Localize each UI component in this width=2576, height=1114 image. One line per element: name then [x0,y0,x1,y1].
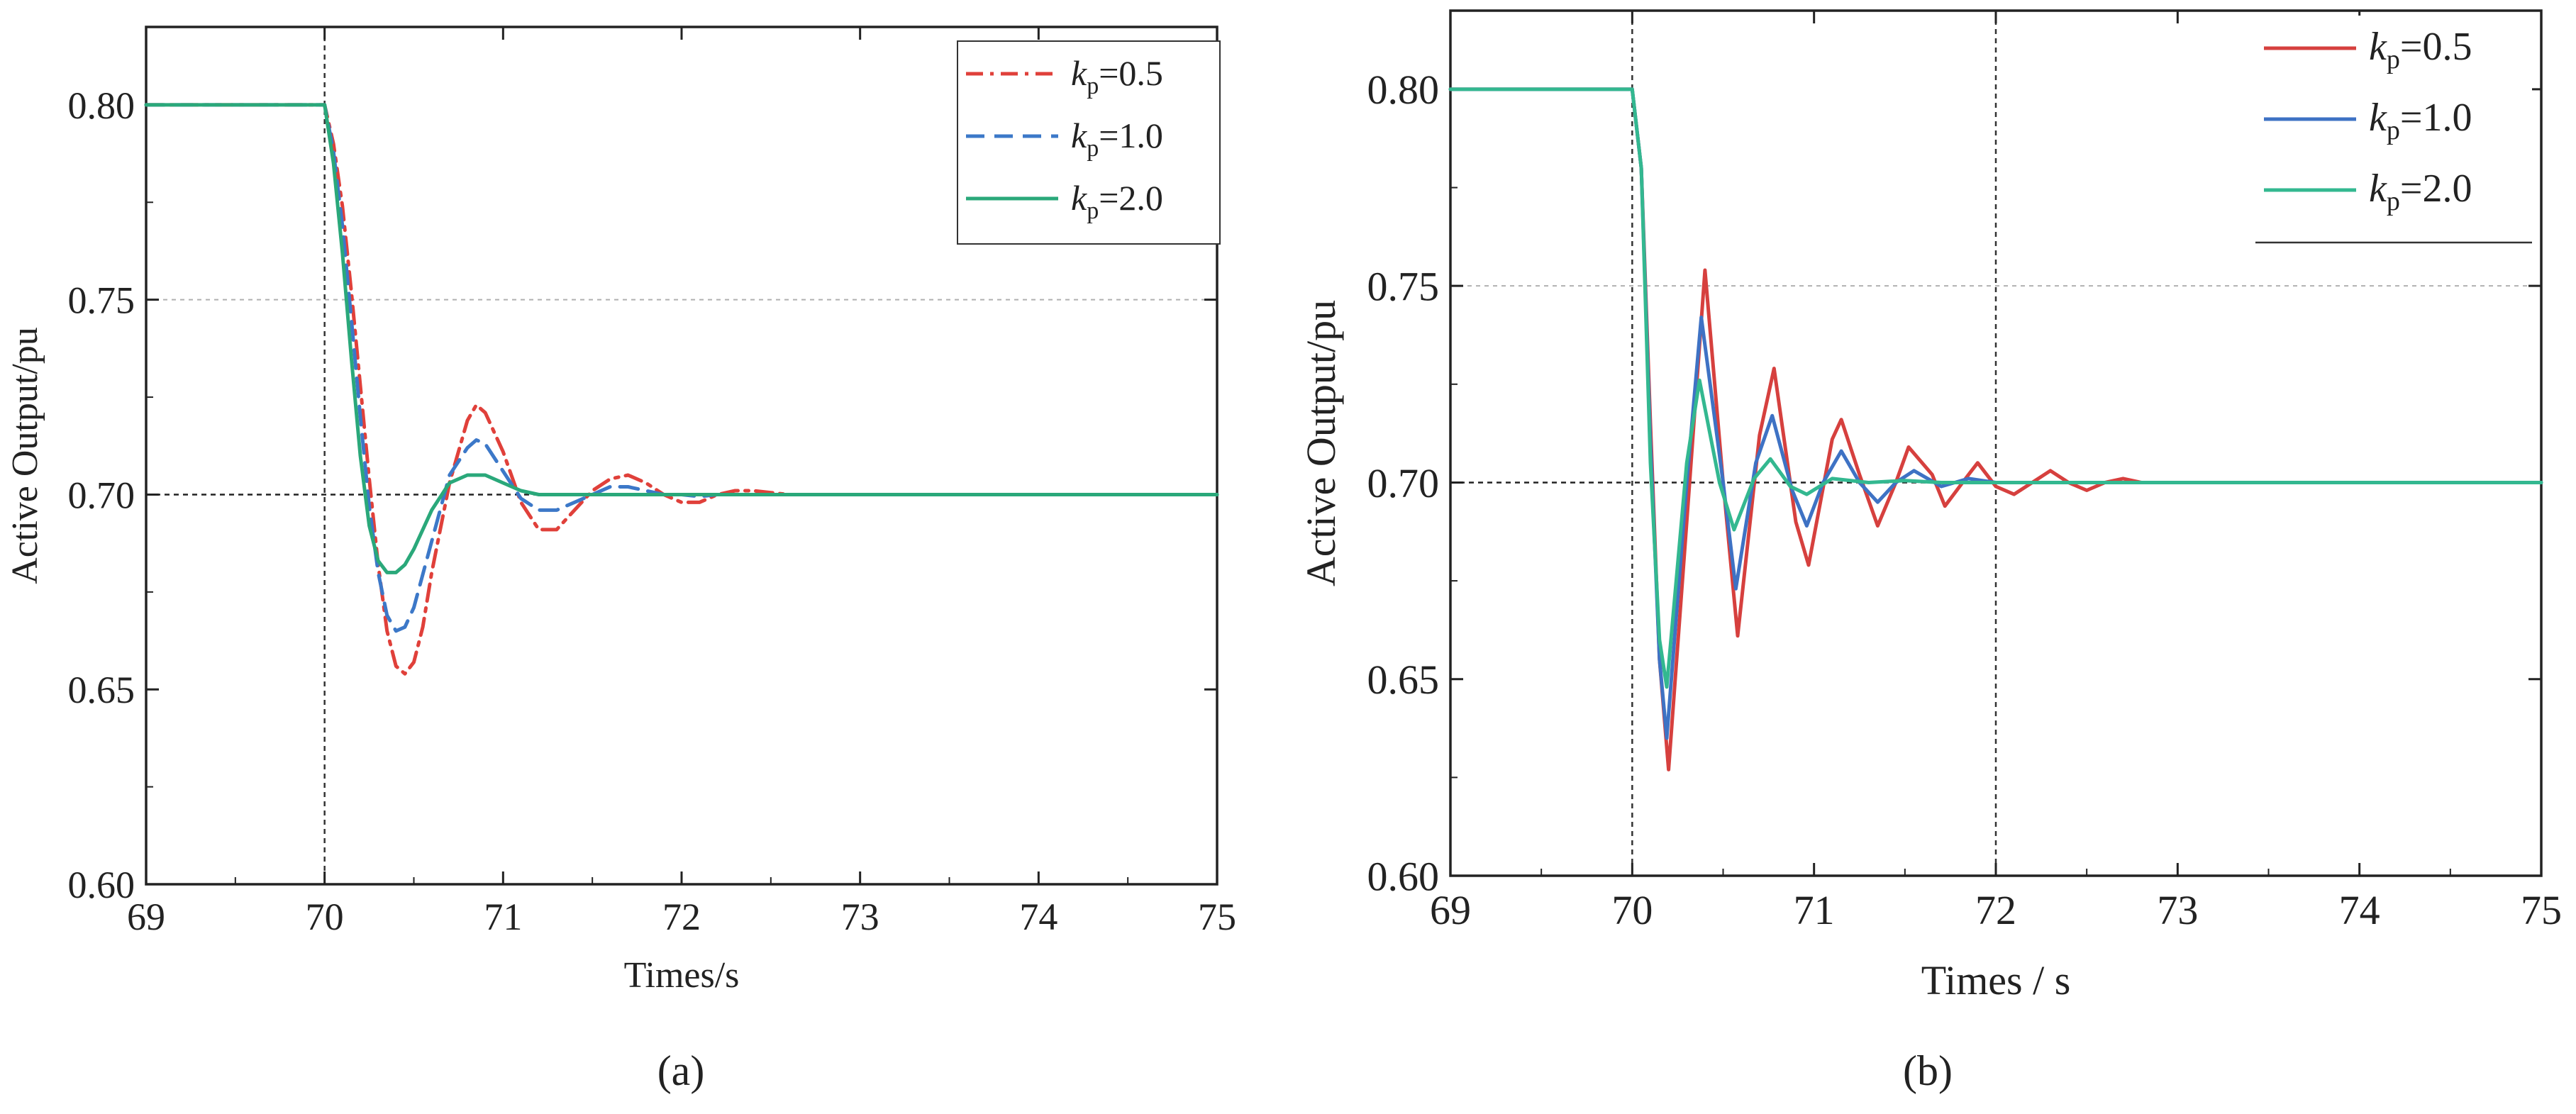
x-tick-label: 70 [306,896,344,938]
y-axis-label: Active Output/pu [1298,300,1344,586]
x-tick-label: 74 [1019,896,1057,938]
x-tick-label: 73 [841,896,879,938]
x-tick-label: 69 [127,896,165,938]
y-tick-label: 0.65 [68,669,135,711]
panel-label: (b) [1903,1047,1953,1094]
x-axis-label: Times/s [624,955,740,996]
legend-entry-label: kp=1.0 [2369,96,2472,145]
panel-label: (a) [657,1047,705,1094]
legend-box [2255,16,2532,243]
x-tick-label: 71 [1794,887,1835,933]
series-line-kp-2.0 [1448,87,2543,689]
legend-entry-label: kp=2.0 [2369,167,2472,216]
y-axis-label: Active Output/pu [5,327,45,584]
x-tick-label: 71 [484,896,522,938]
series-line-kp-0.5 [1448,87,2543,772]
x-tick-label: 74 [2339,887,2380,933]
legend-entry-label: kp=0.5 [1071,53,1163,99]
x-tick-label: 73 [2157,887,2198,933]
x-tick-label: 75 [2521,887,2562,933]
series-line-kp-0.5 [144,103,1219,676]
series-line-kp-1.0 [1448,87,2543,740]
y-tick-label: 0.60 [1367,853,1440,899]
y-tick-label: 0.65 [1367,657,1440,703]
legend-entry-label: kp=1.0 [1071,116,1163,162]
x-tick-label: 75 [1198,896,1236,938]
chart-panel-a: 69 70 71 72 73 74 75 0.60 0.65 0.70 0.75 0.80 Times/… [5,26,1236,1094]
legend-entry-label: kp=0.5 [2369,25,2472,74]
y-tick-label: 0.70 [68,474,135,516]
y-tick-label: 0.80 [1367,67,1440,113]
y-tick-label: 0.75 [68,279,135,322]
legend-entry-label: kp=2.0 [1071,178,1163,224]
y-tick-label: 0.60 [68,864,135,906]
x-tick-label: 72 [1975,887,2016,933]
x-tick-label: 70 [1611,887,1653,933]
x-tick-label: 69 [1430,887,1471,933]
y-tick-label: 0.80 [68,84,135,127]
y-tick-label: 0.75 [1367,263,1440,309]
y-tick-label: 0.70 [1367,460,1440,506]
chart-panel-b: 69 70 71 72 73 74 75 0.60 0.65 0.70 0.75 0.80 Times … [1298,9,2562,1094]
x-tick-label: 72 [662,896,701,938]
x-axis-label: Times / s [1921,957,2071,1003]
series-line-kp-2.0 [144,103,1219,574]
